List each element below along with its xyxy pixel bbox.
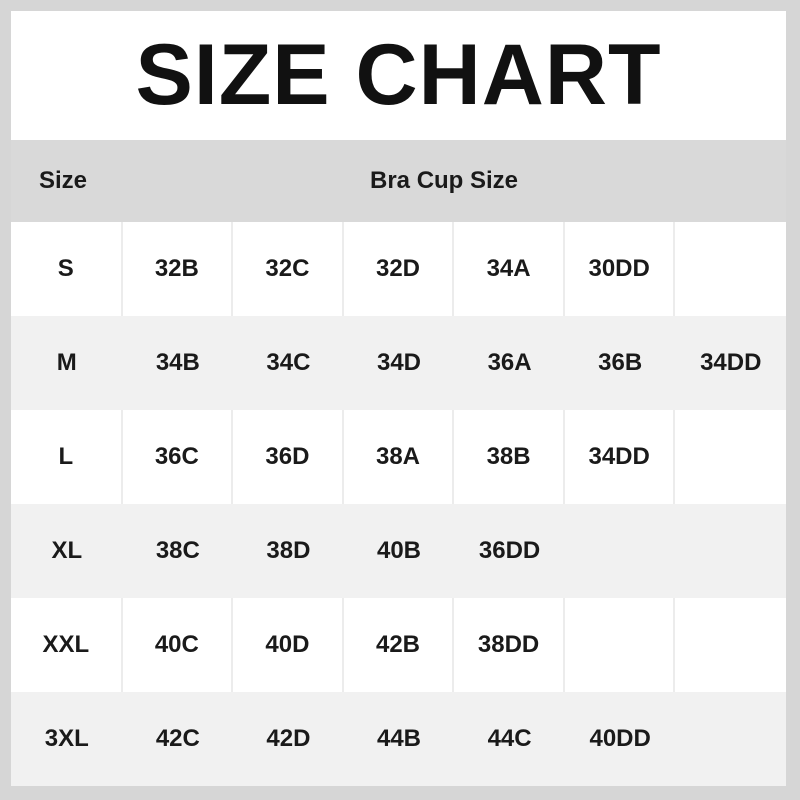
size-cell: M [56, 349, 77, 376]
cup-size-cell: 40C [123, 598, 234, 692]
cup-size-cell: 42D [266, 725, 311, 752]
cup-size-cell: 40B [376, 537, 422, 564]
size-cell: XXL [11, 598, 123, 692]
cup-size-cell: 38A [344, 410, 455, 504]
cup-size-cell: 44B [376, 725, 422, 752]
cup-size-cell: 34DD [700, 349, 762, 376]
size-cell: XL [51, 537, 83, 564]
size-cell: L [11, 410, 123, 504]
cup-size-cell: 34C [266, 349, 311, 376]
header-size: Size [39, 167, 88, 194]
table-row: 3XL 42C 42D 44B 44C 40DD [11, 692, 786, 786]
cup-size-cell: 36B [598, 349, 643, 376]
cup-size-cell [675, 504, 786, 598]
cup-size-cell: 42C [155, 725, 200, 752]
table-body: S 32B 32C 32D 34A 30DD M 34B 34C 34D 36A 36B 34DD L 36… [11, 222, 786, 786]
size-cell: S [11, 222, 123, 316]
size-cell: 3XL [44, 725, 89, 752]
table-row: L 36C 36D 38A 38B 34DD [11, 410, 786, 504]
cup-size-cell: 36D [233, 410, 344, 504]
cup-size-cell: 36DD [478, 537, 541, 564]
size-chart: SIZE CHART Size Bra Cup Size S 32B 32C 32D 3… [11, 11, 786, 786]
cup-size-cell: 30DD [565, 222, 676, 316]
table-header: Size Bra Cup Size [11, 140, 786, 222]
cup-size-cell: 38D [266, 537, 311, 564]
cup-size-cell [675, 598, 786, 692]
table-row: S 32B 32C 32D 34A 30DD [11, 222, 786, 316]
cup-size-cell: 38C [155, 537, 200, 564]
cup-size-cell [675, 692, 786, 786]
cup-size-cell: 34A [454, 222, 565, 316]
cup-size-cell: 40DD [589, 725, 651, 752]
cup-size-cell: 40D [233, 598, 344, 692]
cup-size-cell: 34B [155, 349, 200, 376]
header-bra-cup-size: Bra Cup Size [370, 167, 519, 194]
cup-size-cell: 42B [344, 598, 455, 692]
table-row: XXL 40C 40D 42B 38DD [11, 598, 786, 692]
cup-size-cell: 34DD [565, 410, 676, 504]
cup-size-cell: 36A [487, 349, 532, 376]
cup-size-cell: 34D [376, 349, 422, 376]
cup-size-cell [565, 598, 676, 692]
table-row: XL 38C 38D 40B 36DD [11, 504, 786, 598]
cup-size-cell: 32C [233, 222, 344, 316]
cup-size-cell [675, 410, 786, 504]
cup-size-cell: 44C [487, 725, 532, 752]
cup-size-cell: 36C [123, 410, 234, 504]
cup-size-cell: 32B [123, 222, 234, 316]
cup-size-cell: 32D [344, 222, 455, 316]
chart-title: SIZE CHART [135, 27, 662, 123]
table-row: M 34B 34C 34D 36A 36B 34DD [11, 316, 786, 410]
cup-size-cell [565, 504, 676, 598]
cup-size-cell: 38DD [454, 598, 565, 692]
cup-size-cell: 38B [454, 410, 565, 504]
cup-size-cell [675, 222, 786, 316]
